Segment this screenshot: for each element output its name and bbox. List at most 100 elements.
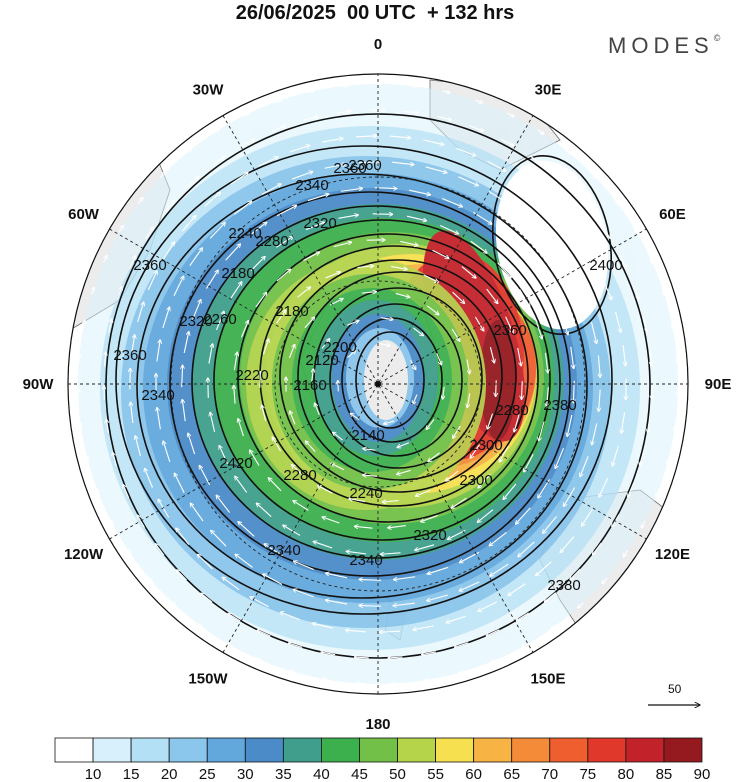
wind-arrow <box>157 407 161 430</box>
wind-arrow <box>388 657 403 658</box>
wind-arrow <box>322 517 340 524</box>
wind-arrow <box>271 126 286 132</box>
contour-label: 2400 <box>589 257 622 274</box>
wind-arrow <box>293 589 314 598</box>
contour-label: 2140 <box>351 427 384 444</box>
longitude-label: 90W <box>23 376 55 393</box>
wind-arrow <box>323 679 331 680</box>
meridian-line <box>109 228 647 540</box>
contour-2120 <box>355 331 425 429</box>
wind-arrow <box>536 129 544 134</box>
wind-arrow <box>393 602 415 606</box>
wind-arrow <box>516 177 534 190</box>
wind-arrow <box>503 483 517 500</box>
wind-arrow <box>469 125 484 131</box>
wind-arrow <box>235 476 248 493</box>
wind-arrow <box>333 432 343 441</box>
colorbar-label: 20 <box>161 766 178 782</box>
wind-arrow <box>536 561 552 576</box>
wind-arrow <box>674 423 675 431</box>
wind-arrow <box>500 138 514 146</box>
wind-arrow <box>451 497 467 508</box>
wind-arrow <box>459 581 480 591</box>
wind-arrow <box>261 184 281 195</box>
contour-label: 2360 <box>333 160 366 177</box>
contour-label: 2320 <box>179 313 212 330</box>
wind-arrow <box>216 495 231 513</box>
wind-arrow <box>389 136 411 138</box>
wind-arrow <box>322 138 343 143</box>
wind-arrow <box>525 255 539 272</box>
wind-arrow <box>560 313 568 335</box>
wind-arrow <box>461 266 476 279</box>
longitude-label: 60W <box>68 206 100 223</box>
colorbar-label: 30 <box>237 766 254 782</box>
wind-arrow <box>487 160 506 171</box>
wind-arrow <box>456 147 476 155</box>
colorbar-label: 45 <box>351 766 368 782</box>
wind-arrow <box>580 199 590 211</box>
wind-arrow <box>632 225 637 233</box>
longitude-label: 30E <box>535 82 562 99</box>
colorbar-label: 40 <box>313 766 330 782</box>
wind-arrow <box>505 316 513 334</box>
wind-arrow <box>263 574 283 585</box>
wind-arrow <box>619 254 626 268</box>
wind-arrow <box>144 468 153 488</box>
wind-arrow <box>423 274 439 282</box>
wind-arrow <box>305 222 325 231</box>
wind-arrow <box>671 320 673 329</box>
wind-arrow <box>164 200 174 212</box>
wind-arrow <box>563 487 576 507</box>
wind-arrow <box>363 475 378 476</box>
wind-arrow <box>538 479 551 498</box>
colorbar-label: 55 <box>427 766 444 782</box>
colorbar-swatch <box>130 737 170 763</box>
wind-arrow <box>354 657 369 658</box>
contour-label: 2120 <box>305 352 338 369</box>
wind-arrow <box>79 354 80 362</box>
wind-arrow <box>426 419 435 429</box>
wind-arrow <box>474 316 483 331</box>
colorbar-swatch <box>359 737 398 763</box>
colorbar-swatch <box>587 737 627 763</box>
wind-arrow <box>486 288 498 304</box>
wind-arrow <box>521 381 522 399</box>
contour-2220 <box>279 259 517 493</box>
wind-arrow <box>361 292 377 293</box>
wind-arrow <box>321 339 330 349</box>
wind-arrow <box>225 244 241 261</box>
wind-arrow <box>466 359 470 374</box>
wind-arrow <box>437 115 451 120</box>
wind-arrow <box>227 643 234 648</box>
wind-arrow <box>487 413 494 430</box>
wind-arrow <box>241 139 255 147</box>
wind-arrow <box>205 270 218 289</box>
wind-arrow <box>336 111 351 113</box>
wind-arrow <box>262 405 267 422</box>
wind-arrow <box>543 516 557 533</box>
wind-arrow <box>486 629 500 636</box>
contour-label: 2360 <box>113 347 146 364</box>
wind-arrow <box>603 280 612 299</box>
colorbar-swatch <box>282 737 322 763</box>
colorbar-swatch <box>397 737 436 763</box>
wind-arrow <box>128 256 135 269</box>
wind-arrow <box>80 422 81 431</box>
wind-arrow <box>543 198 559 214</box>
wind-arrow <box>211 530 227 547</box>
wind-arrow <box>219 445 229 464</box>
wind-arrow <box>288 344 294 359</box>
wind-arrow <box>436 352 442 365</box>
colorbar-label: 10 <box>85 766 102 782</box>
brand-name: MODES <box>608 33 714 58</box>
wind-arrow <box>190 503 204 522</box>
wind-arrow <box>535 319 542 339</box>
wind-arrow <box>662 287 664 296</box>
wind-arrow <box>230 173 248 185</box>
wind-arrow <box>580 456 589 476</box>
wind-arrow <box>454 642 469 647</box>
wind-arrow <box>426 305 439 315</box>
wind-arrow <box>103 255 107 263</box>
wind-arrow <box>415 489 431 496</box>
